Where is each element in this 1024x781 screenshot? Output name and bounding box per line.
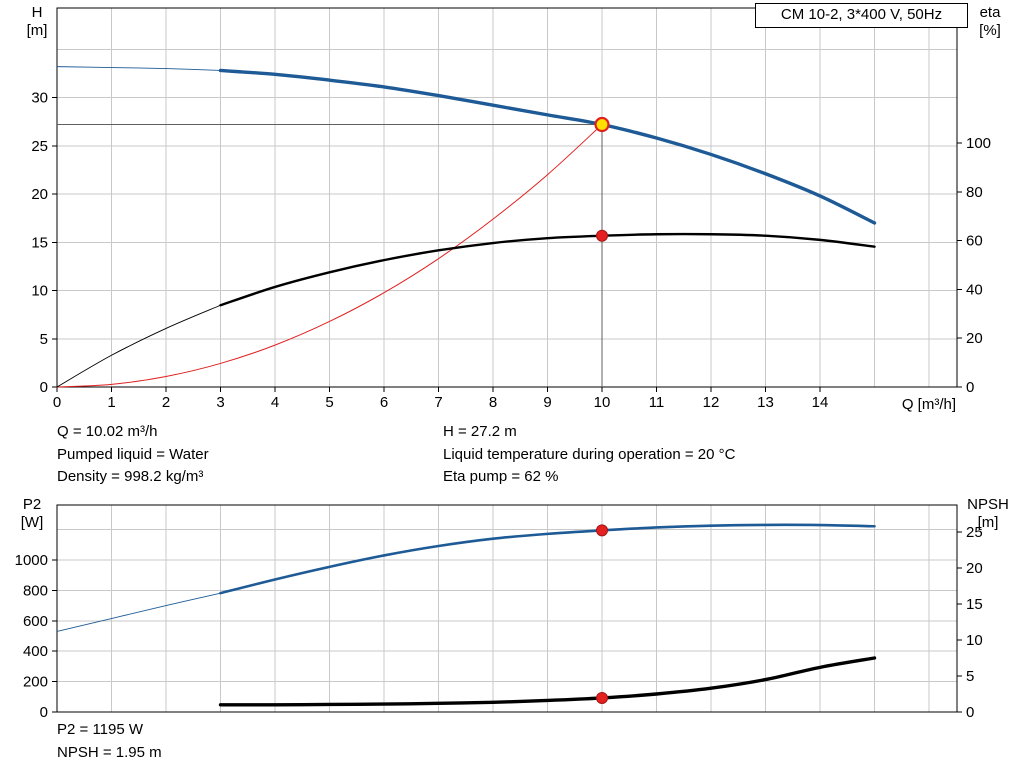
p2-axis-symbol: P2 [22, 496, 42, 513]
x-tick-label: 2 [162, 394, 170, 411]
left-tick-label: 200 [23, 674, 48, 691]
info-q: Q = 10.02 m³/h [57, 423, 158, 440]
npsh-curve [218, 656, 877, 707]
h-axis-symbol: H [31, 4, 43, 21]
right-tick-label: 25 [966, 524, 983, 541]
left-tick-label: 5 [40, 331, 48, 348]
info-h: H = 27.2 m [443, 423, 517, 440]
right-tick-label: 100 [966, 135, 991, 152]
p2-curve [219, 523, 876, 595]
duty-info-left: Q = 10.02 m³/h Pumped liquid = Water Den… [57, 421, 209, 489]
right-tick-label: 20 [966, 560, 983, 577]
p2-curve-thin [56, 592, 221, 632]
p2-point [596, 524, 608, 537]
plot-border [56, 7, 958, 388]
info-density: Density = 998.2 kg/m³ [57, 468, 204, 485]
left-tick-label: 20 [31, 186, 48, 203]
x-tick-label: 7 [434, 394, 442, 411]
x-tick-label: 3 [216, 394, 224, 411]
x-tick-label: 14 [812, 394, 829, 411]
footer-info: P2 = 1195 W NPSH = 1.95 m [57, 719, 162, 764]
eta-axis-unit: [%] [979, 22, 1001, 39]
duty-info-right: H = 27.2 m Liquid temperature during ope… [443, 421, 735, 489]
left-tick-label: 400 [23, 643, 48, 660]
eta-curve [219, 232, 876, 307]
x-tick-label: 9 [543, 394, 551, 411]
h-axis-unit: [m] [26, 22, 48, 39]
p2-axis-label: P2 [W] [12, 496, 52, 532]
right-tick-label: 40 [966, 281, 983, 298]
left-tick-label: 30 [31, 90, 48, 107]
npsh-point [596, 691, 608, 704]
right-tick-label: 10 [966, 632, 983, 649]
x-tick-label: 6 [380, 394, 388, 411]
x-tick-label: 1 [107, 394, 115, 411]
plot-border [56, 504, 958, 713]
eta-curve-thin [56, 304, 221, 388]
info-eta-pump: Eta pump = 62 % [443, 468, 559, 485]
left-tick-label: 600 [23, 613, 48, 630]
x-tick-label: 8 [489, 394, 497, 411]
x-tick-label: 0 [53, 394, 61, 411]
right-tick-label: 20 [966, 330, 983, 347]
left-tick-label: 0 [40, 704, 48, 721]
eta-axis-symbol: eta [979, 4, 1001, 21]
left-tick-label: 0 [40, 379, 48, 396]
eta-axis-label: eta [%] [968, 4, 1012, 40]
left-tick-label: 15 [31, 234, 48, 251]
head-curve [218, 68, 877, 225]
chart-title-box: CM 10-2, 3*400 V, 50Hz [755, 3, 968, 28]
duty-point [594, 116, 610, 133]
x-tick-label: 12 [703, 394, 720, 411]
eta-point [596, 229, 608, 242]
x-tick-label: 11 [649, 394, 665, 411]
info-pumped-liquid: Pumped liquid = Water [57, 445, 209, 463]
footer-npsh: NPSH = 1.95 m [57, 743, 162, 761]
right-tick-label: 5 [966, 668, 974, 685]
h-axis-label: H [m] [17, 4, 57, 40]
right-tick-label: 0 [966, 704, 974, 721]
left-tick-label: 25 [31, 138, 48, 155]
footer-p2: P2 = 1195 W [57, 721, 144, 738]
right-tick-label: 60 [966, 233, 983, 250]
p2-axis-unit: [W] [20, 514, 44, 531]
left-tick-label: 1000 [15, 552, 48, 569]
npsh-axis-unit: [m] [977, 514, 999, 531]
info-liquid-temperature: Liquid temperature during operation = 20… [443, 445, 736, 463]
x-tick-label: 10 [594, 394, 611, 411]
right-tick-label: 15 [966, 596, 983, 613]
x-tick-label: 13 [757, 394, 774, 411]
system-curve [56, 124, 603, 388]
x-tick-label: 5 [325, 394, 333, 411]
head-curve-thin [56, 66, 221, 71]
q-axis-label: Q [m³/h] [901, 396, 956, 413]
npsh-axis-symbol: NPSH [967, 496, 1009, 513]
left-tick-label: 800 [23, 582, 48, 599]
right-tick-label: 0 [966, 379, 974, 396]
left-tick-label: 10 [31, 283, 48, 300]
right-tick-label: 80 [966, 184, 983, 201]
npsh-axis-label: NPSH [m] [958, 496, 1018, 532]
x-tick-label: 4 [271, 394, 279, 411]
p2-npsh-chart: 0 200 400 600 800 1000 0 5 10 15 20 25 [15, 504, 983, 721]
